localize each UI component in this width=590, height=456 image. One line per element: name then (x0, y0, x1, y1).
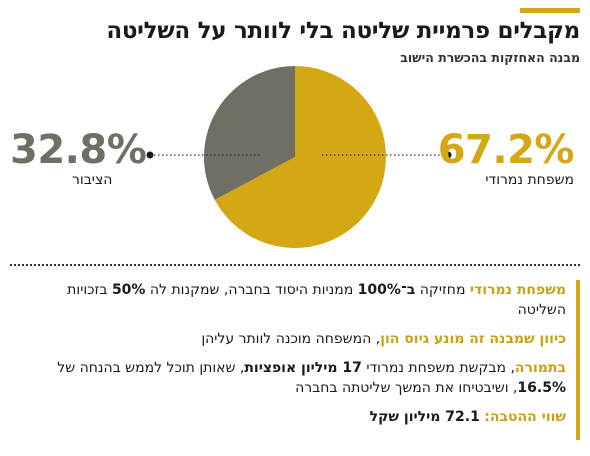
note-options: בתמורה, מבקשת משפחת נמרודי 17 מיליון אופ… (20, 358, 566, 398)
note-text: ממניות היסוד בחברה, שמקנות לה (145, 282, 358, 298)
notes-panel: משפחת נמרודי מחזיקה ב־100% ממניות היסוד … (20, 280, 580, 440)
note-emphasis: 17 מיליון אופציות (244, 360, 362, 376)
note-text: , ושיבטיחו את המשך שליטתה בחברה (295, 380, 518, 396)
note-text: , שאותן תוכל לממש בהנחה של (57, 360, 245, 376)
note-text: , המשפחה מוכנה לוותר עליהן (201, 331, 381, 347)
pie-chart (146, 66, 452, 248)
accent-bar (520, 8, 580, 13)
public-slice-label: הציבור (72, 172, 113, 188)
public-percentage-label: 32.8% (10, 127, 147, 173)
note-text: מחזיקה (415, 282, 470, 298)
note-benefit-value: שווי ההטבה: 72.1 מיליון שקל (20, 407, 566, 427)
chart-title: מקבלים פרמיית שליטה בלי לוותר על השליטה (106, 18, 580, 44)
divider (10, 264, 580, 266)
public-leader-dot (146, 151, 154, 159)
note-lead: כיוון שמבנה זה מונע גיוס הון (380, 331, 566, 347)
family-slice-label: משפחת נמרודי (485, 172, 574, 188)
note-emphasis: 50% (111, 282, 146, 298)
note-emphasis: 72.1 מיליון שקל (369, 409, 480, 425)
note-lead: בתמורה (514, 360, 566, 376)
note-lead: שווי ההטבה: (484, 409, 566, 425)
chart-subtitle: מבנה האחזקות בהכשרת הישוב (400, 50, 580, 65)
note-emphasis: 16.5% (517, 380, 566, 396)
note-holdings: משפחת נמרודי מחזיקה ב־100% ממניות היסוד … (20, 280, 566, 320)
note-emphasis: ב־100% (357, 282, 416, 298)
family-percentage-label: 67.2% (437, 127, 575, 173)
note-lead: משפחת נמרודי (469, 282, 566, 298)
note-text: בזכויות השליטה (67, 282, 566, 318)
note-reason: כיוון שמבנה זה מונע גיוס הון, המשפחה מוכ… (20, 329, 566, 349)
pie-slice-public (204, 66, 295, 200)
note-text: , מבקשת משפחת נמרודי (361, 360, 515, 376)
family-leader-dot (444, 151, 452, 159)
pie-slice-family (214, 66, 386, 248)
